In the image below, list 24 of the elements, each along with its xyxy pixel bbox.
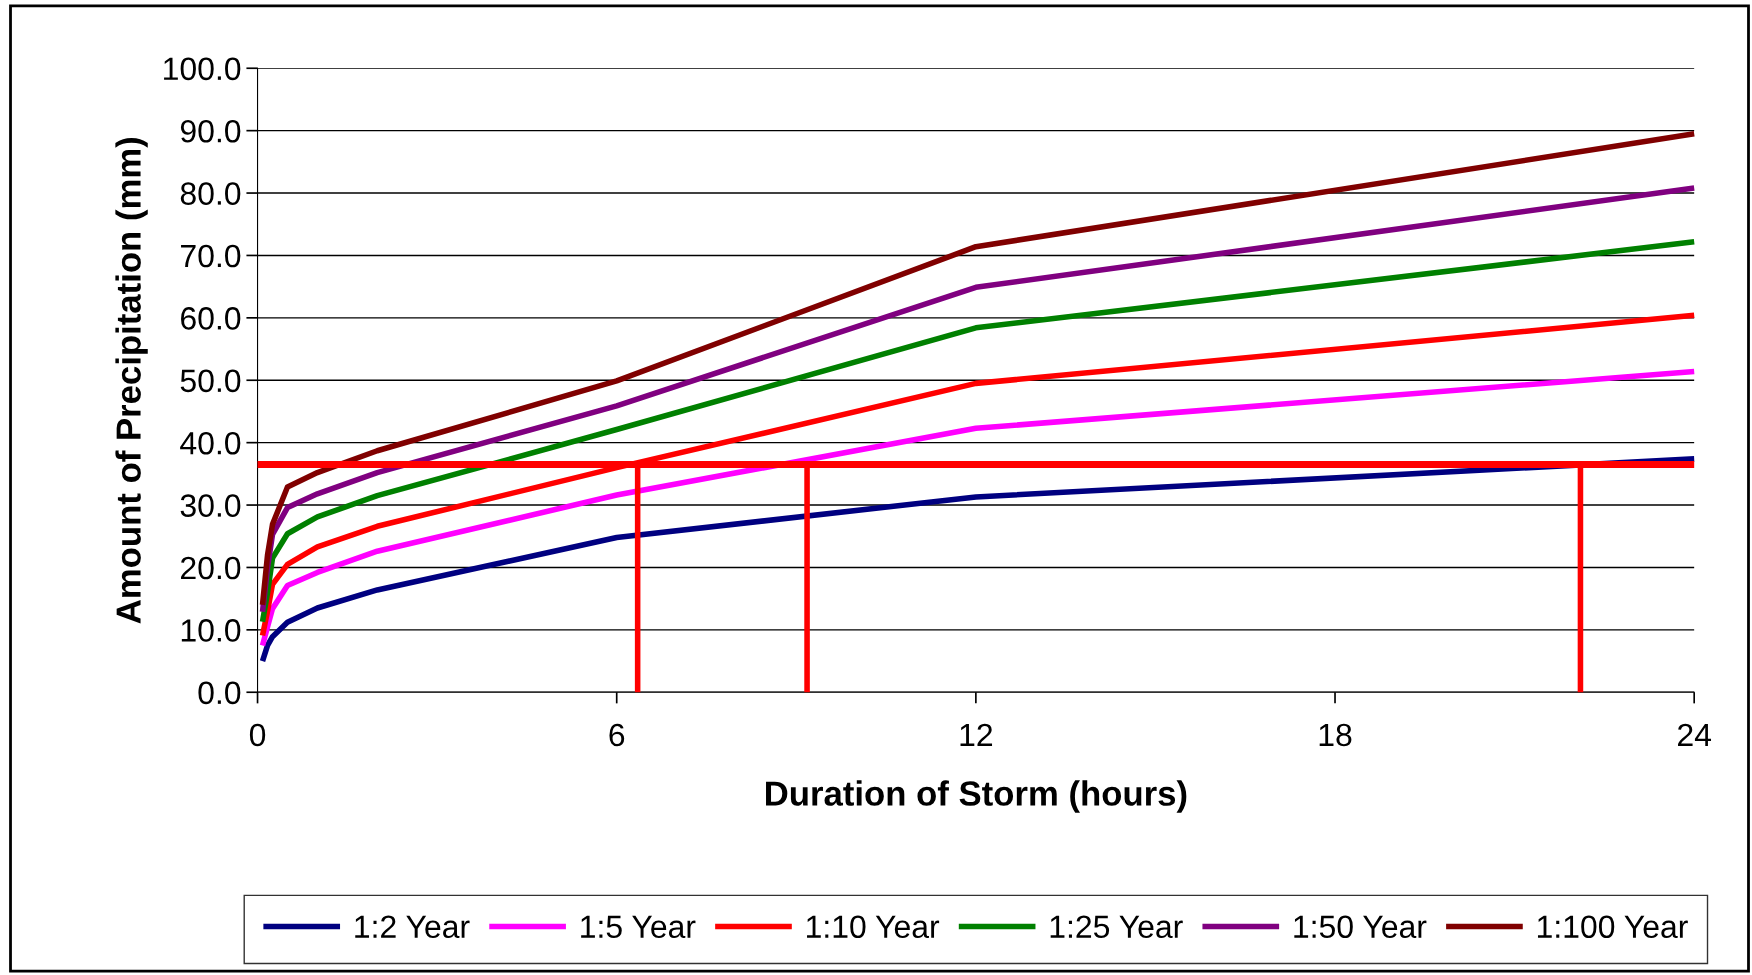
y-tick-label: 70.0 [181,244,241,268]
x-tick-label: 24 [1678,723,1712,746]
x-axis-title: Duration of Storm (hours) [766,780,1187,813]
legend-label: 1:2 Year [355,915,470,939]
y-tick-label: 100.0 [164,57,241,81]
y-tick-label: 10.0 [181,619,241,642]
legend-label: 1:100 Year [1537,915,1688,939]
x-tick-label: 6 [609,723,625,747]
y-tick-label: 80.0 [180,182,241,205]
y-tick-label: 40.0 [180,431,241,455]
x-tick-label: 12 [960,723,993,746]
y-tick-label: 0.0 [198,681,241,705]
legend-label: 1:50 Year [1294,915,1427,939]
x-tick-label: 18 [1319,723,1352,747]
y-tick-label: 50.0 [180,369,241,393]
y-tick-label: 20.0 [181,556,241,580]
y-tick-label: 60.0 [181,307,241,330]
y-tick-label: 30.0 [180,494,241,517]
legend-label: 1:25 Year [1050,915,1183,939]
y-tick-label: 90.0 [180,119,241,143]
x-tick-label: 0 [249,723,266,747]
legend-label: 1:10 Year [807,915,940,939]
legend-label: 1:5 Year [581,915,696,939]
y-axis-title: Amount of Precipitation (mm) [115,137,148,624]
